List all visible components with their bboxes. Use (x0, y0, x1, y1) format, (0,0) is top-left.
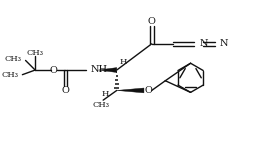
Text: N: N (220, 39, 228, 48)
Text: O: O (145, 86, 153, 95)
Text: O: O (50, 65, 58, 75)
Text: H: H (120, 58, 127, 66)
Text: O: O (61, 86, 69, 95)
Text: O: O (148, 17, 156, 26)
Text: CH₃: CH₃ (5, 55, 22, 63)
Text: CH₃: CH₃ (1, 71, 19, 79)
Text: NH: NH (91, 65, 108, 74)
Text: H: H (101, 90, 109, 98)
Text: CH₃: CH₃ (93, 101, 110, 109)
Polygon shape (98, 68, 117, 73)
Text: N: N (199, 39, 208, 48)
Polygon shape (117, 88, 144, 93)
Text: CH₃: CH₃ (27, 49, 44, 57)
